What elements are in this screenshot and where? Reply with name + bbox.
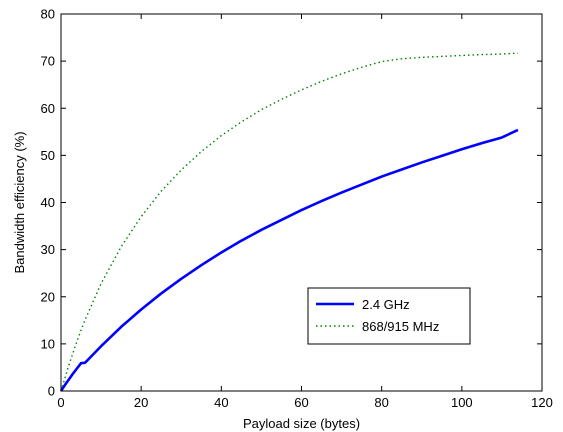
y-tick-label: 50 (41, 148, 55, 163)
y-axis-title: Bandwidth efficiency (%) (12, 131, 27, 273)
x-tick-label: 40 (214, 395, 228, 410)
y-tick-label: 40 (41, 195, 55, 210)
x-tick-label: 60 (294, 395, 308, 410)
x-tick-label: 0 (57, 395, 64, 410)
y-tick-label: 70 (41, 54, 55, 69)
y-tick-label: 20 (41, 289, 55, 304)
y-tick-label: 30 (41, 242, 55, 257)
y-tick-label: 80 (41, 7, 55, 22)
y-tick-label: 60 (41, 101, 55, 116)
x-axis-title: Payload size (bytes) (243, 416, 360, 431)
x-tick-label: 100 (451, 395, 473, 410)
y-tick-label: 10 (41, 336, 55, 351)
legend-label-868-915-mhz: 868/915 MHz (362, 319, 439, 334)
legend: 2.4 GHz 868/915 MHz (308, 288, 470, 344)
x-tick-label: 20 (134, 395, 148, 410)
legend-label-2-4-ghz: 2.4 GHz (362, 297, 410, 312)
y-tick-label: 0 (48, 384, 55, 399)
x-tick-label: 80 (374, 395, 388, 410)
x-tick-label: 120 (531, 395, 553, 410)
